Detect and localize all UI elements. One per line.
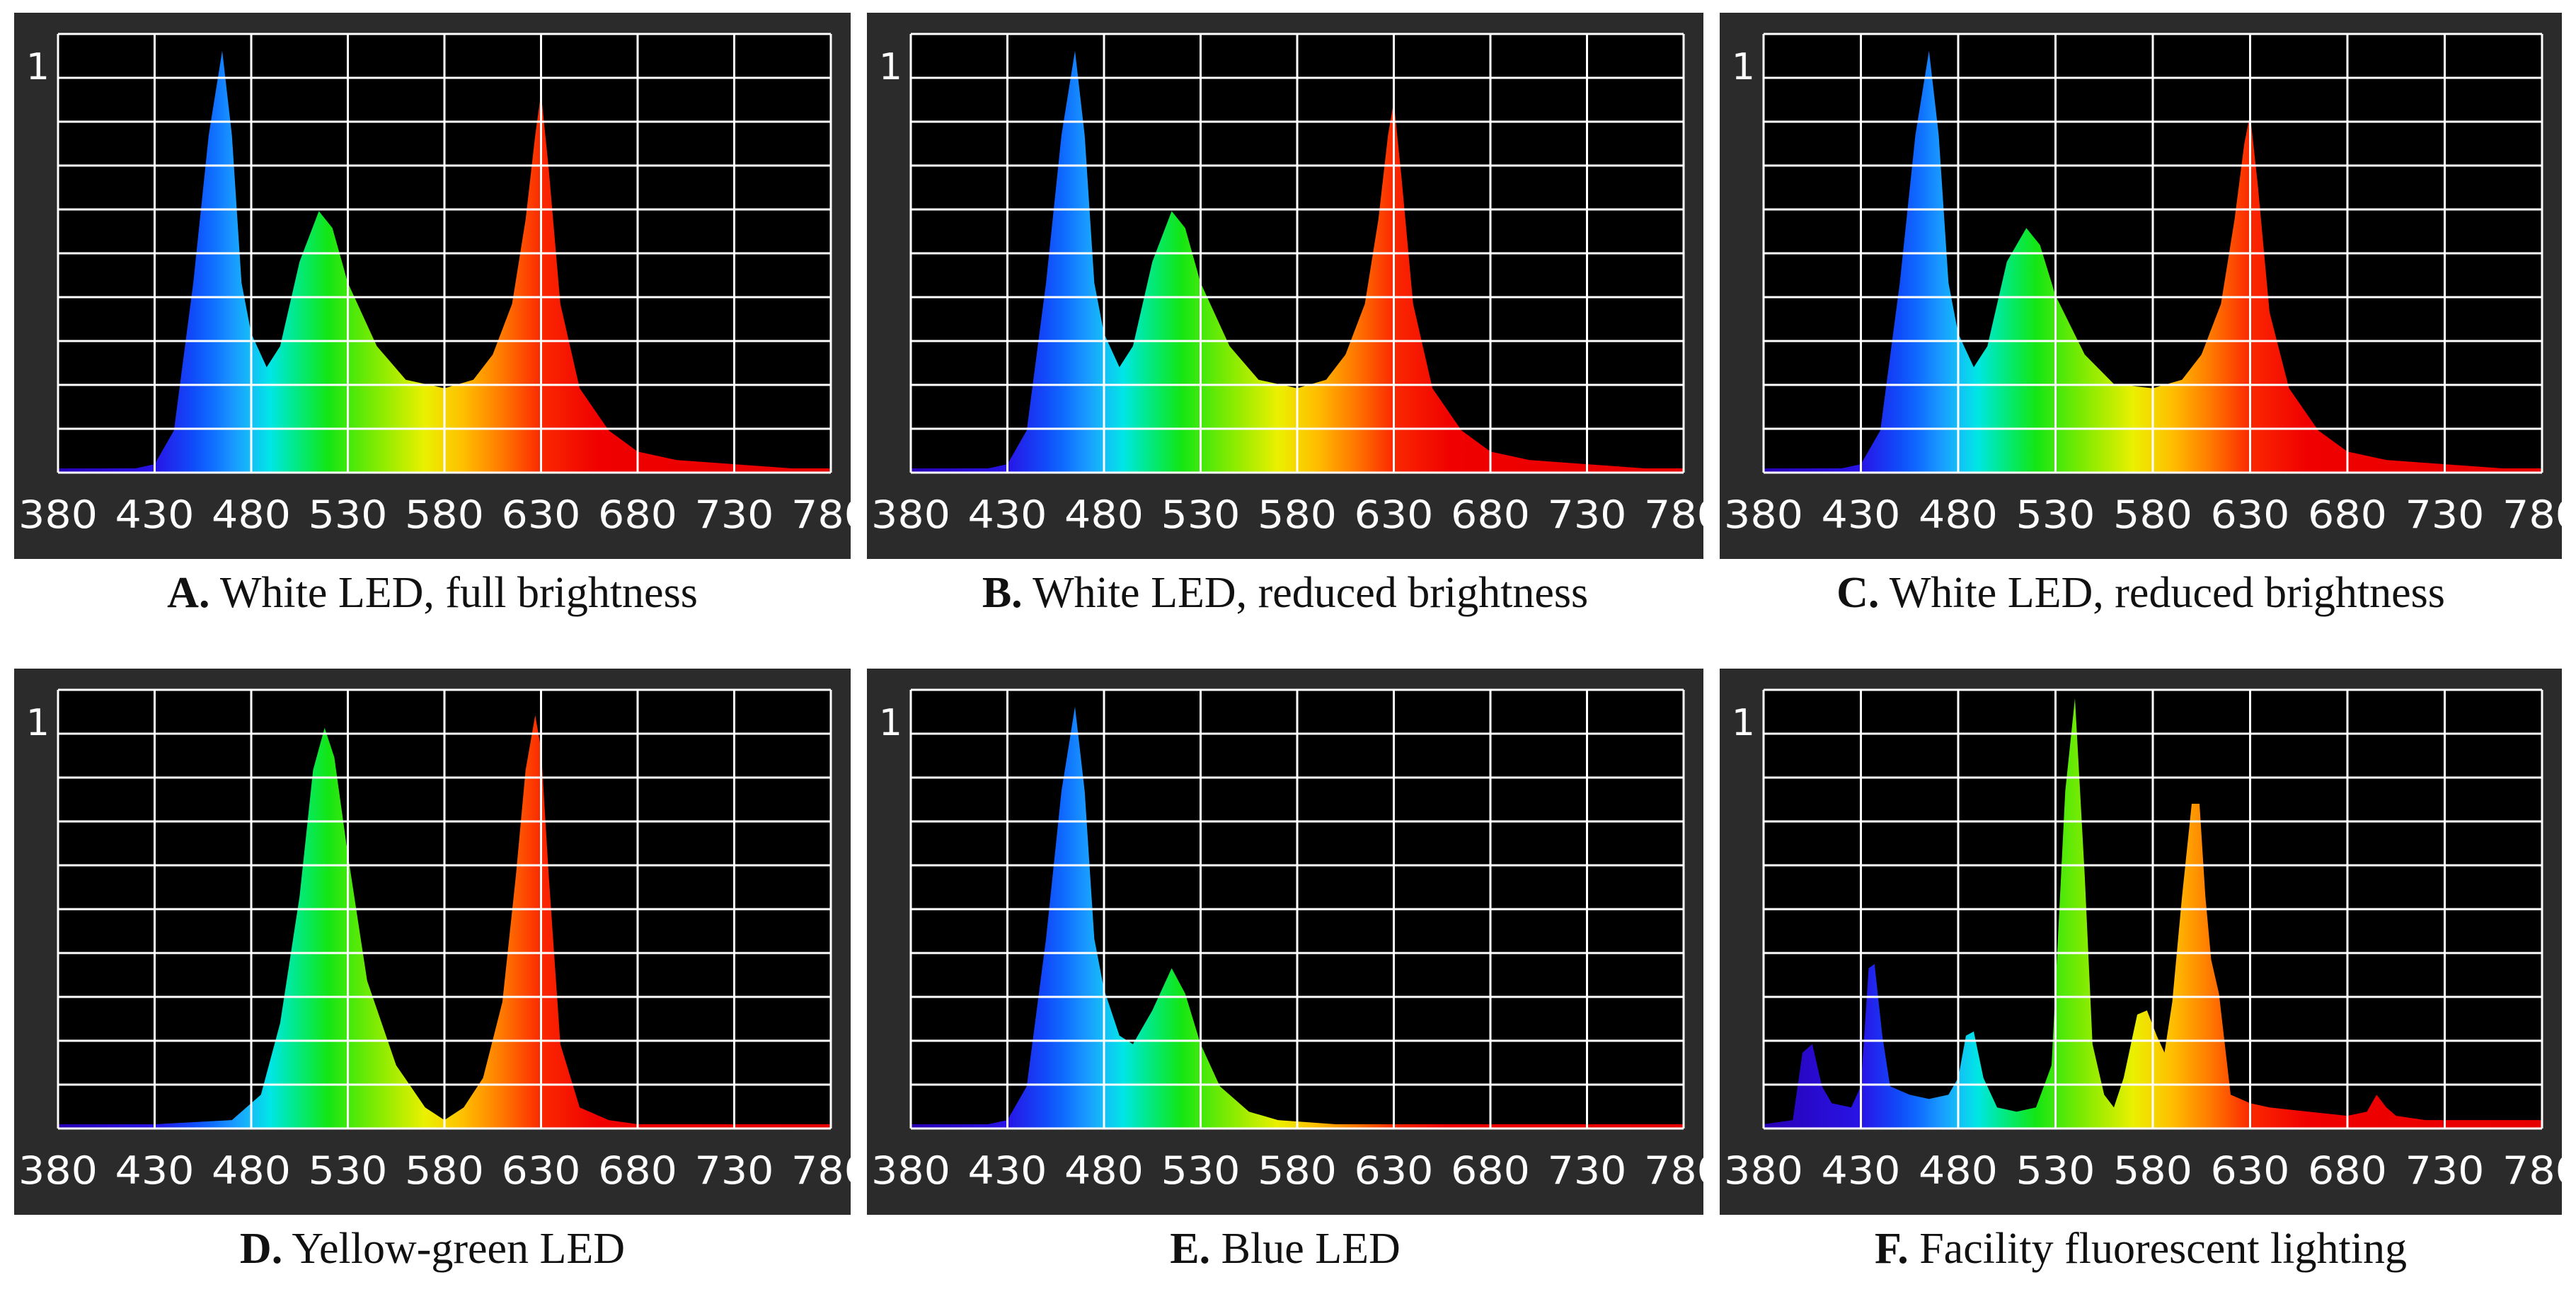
spectrum-chart-d: 380 430 480 530 580 630 680 730 780 1	[14, 669, 851, 1215]
y-tick-label: 1	[26, 46, 50, 88]
x-tick-label: 480	[1919, 492, 1998, 537]
x-tick-label: 780	[2502, 1148, 2562, 1193]
panel-f: 380 430 480 530 580 630 680 730 780 1 F. Facility…	[1720, 669, 2562, 1298]
x-tick-label: 430	[1822, 492, 1901, 537]
x-tick-label: 630	[1355, 1148, 1434, 1193]
caption-e-title: Blue LED	[1221, 1225, 1401, 1273]
x-tick-label: 580	[1258, 1148, 1337, 1193]
panel-b: 380 430 480 530 580 630 680 730 780 1 B. White LE…	[867, 13, 1703, 642]
caption-a-label: A.	[167, 569, 210, 617]
caption-b: B. White LED, reduced brightness	[867, 568, 1703, 618]
caption-c: C. White LED, reduced brightness	[1720, 568, 2562, 618]
x-tick-label: 630	[502, 1148, 581, 1193]
x-tick-label: 380	[1724, 1148, 1803, 1193]
x-tick-label: 530	[1161, 1148, 1241, 1193]
x-tick-label: 680	[598, 492, 677, 537]
x-tick-label: 630	[2211, 1148, 2290, 1193]
x-tick-label: 480	[212, 492, 291, 537]
x-tick-label: 730	[695, 492, 774, 537]
y-tick-label: 1	[879, 702, 902, 744]
spectrum-chart-b: 380 430 480 530 580 630 680 730 780 1	[867, 13, 1703, 559]
caption-f-title: Facility fluorescent lighting	[1919, 1225, 2407, 1273]
x-tick-label: 680	[2308, 1148, 2387, 1193]
spectrum-chart-f: 380 430 480 530 580 630 680 730 780 1	[1720, 669, 2562, 1215]
spectrum-chart-a: 380 430 480 530 580 630 680 730 780 1	[14, 13, 851, 559]
x-tick-label: 680	[2308, 492, 2387, 537]
x-tick-label: 580	[2113, 1148, 2192, 1193]
spectrum-chart-c: 380 430 480 530 580 630 680 730 780 1	[1720, 13, 2562, 559]
caption-e-label: E.	[1170, 1225, 1211, 1273]
panel-d: 380 430 480 530 580 630 680 730 780 1 D. Yellow-g…	[14, 669, 851, 1298]
caption-d: D. Yellow-green LED	[14, 1224, 851, 1274]
caption-c-title: White LED, reduced brightness	[1889, 569, 2445, 617]
caption-b-title: White LED, reduced brightness	[1033, 569, 1589, 617]
x-tick-label: 380	[871, 492, 950, 537]
x-tick-label: 380	[1724, 492, 1803, 537]
x-tick-label: 480	[1064, 492, 1144, 537]
x-tick-label: 580	[1258, 492, 1337, 537]
caption-d-label: D.	[239, 1225, 283, 1273]
x-tick-label: 730	[1548, 1148, 1627, 1193]
x-tick-label: 780	[791, 1148, 851, 1193]
x-tick-label: 680	[598, 1148, 677, 1193]
caption-f: F. Facility fluorescent lighting	[1720, 1224, 2562, 1274]
caption-a-title: White LED, full brightness	[219, 569, 698, 617]
panel-c: 380 430 480 530 580 630 680 730 780 1 C. White LE…	[1720, 13, 2562, 642]
x-tick-label: 580	[405, 1148, 484, 1193]
x-tick-label: 530	[2016, 492, 2095, 537]
x-tick-label: 780	[2502, 492, 2562, 537]
x-tick-label: 580	[2113, 492, 2192, 537]
panel-e: 380 430 480 530 580 630 680 730 780 1 E. Blue LED	[867, 669, 1703, 1298]
x-tick-label: 530	[2016, 1148, 2095, 1193]
x-tick-label: 380	[18, 492, 98, 537]
x-tick-label: 480	[1064, 1148, 1144, 1193]
x-tick-label: 530	[309, 1148, 388, 1193]
y-tick-label: 1	[879, 46, 902, 88]
x-tick-label: 530	[1161, 492, 1241, 537]
x-tick-label: 730	[1548, 492, 1627, 537]
x-tick-label: 430	[115, 1148, 195, 1193]
caption-e: E. Blue LED	[867, 1224, 1703, 1274]
caption-f-label: F.	[1875, 1225, 1909, 1273]
x-tick-label: 380	[871, 1148, 950, 1193]
x-tick-label: 630	[2211, 492, 2290, 537]
caption-b-label: B.	[982, 569, 1023, 617]
x-tick-label: 730	[2405, 1148, 2485, 1193]
x-tick-label: 430	[968, 492, 1047, 537]
x-tick-label: 780	[791, 492, 851, 537]
x-tick-label: 480	[1919, 1148, 1998, 1193]
x-tick-label: 580	[405, 492, 484, 537]
x-tick-label: 730	[695, 1148, 774, 1193]
x-tick-label: 780	[1644, 1148, 1703, 1193]
x-tick-label: 530	[309, 492, 388, 537]
caption-a: A. White LED, full brightness	[14, 568, 851, 618]
caption-d-title: Yellow-green LED	[292, 1225, 626, 1273]
x-tick-label: 780	[1644, 492, 1703, 537]
x-tick-label: 730	[2405, 492, 2485, 537]
y-tick-label: 1	[1732, 702, 1755, 744]
x-tick-label: 680	[1451, 1148, 1530, 1193]
x-tick-label: 430	[968, 1148, 1047, 1193]
x-tick-label: 630	[502, 492, 581, 537]
x-tick-label: 630	[1355, 492, 1434, 537]
spectrum-chart-e: 380 430 480 530 580 630 680 730 780 1	[867, 669, 1703, 1215]
x-tick-label: 430	[1822, 1148, 1901, 1193]
x-tick-label: 680	[1451, 492, 1530, 537]
y-tick-label: 1	[1732, 46, 1755, 88]
caption-c-label: C.	[1836, 569, 1880, 617]
y-tick-label: 1	[26, 702, 50, 744]
x-tick-label: 430	[115, 492, 195, 537]
x-tick-label: 480	[212, 1148, 291, 1193]
panel-a: 380 430 480 530 580 630 680 730 780 1 A. White LE…	[14, 13, 851, 642]
x-tick-label: 380	[18, 1148, 98, 1193]
